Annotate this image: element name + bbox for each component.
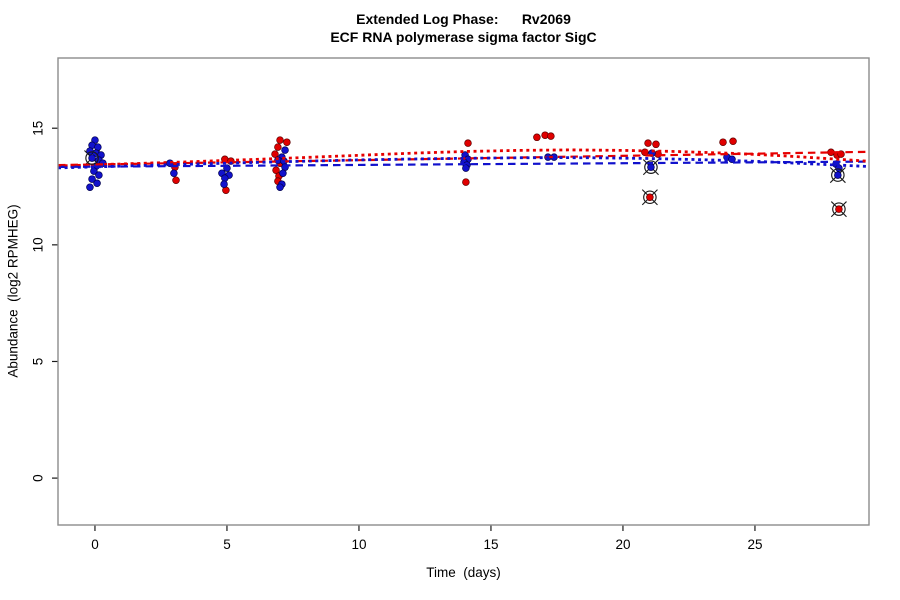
data-point (647, 163, 655, 171)
y-tick-label: 5 (31, 358, 46, 366)
data-point (464, 139, 472, 147)
data-point (274, 143, 282, 151)
y-tick-label: 0 (31, 474, 46, 482)
data-point (646, 193, 654, 202)
data-point (729, 137, 737, 146)
y-tick-label: 15 (31, 121, 46, 136)
plot-title: Extended Log Phase: Rv2069 (356, 11, 571, 27)
data-point (283, 138, 291, 146)
data-point (172, 176, 180, 184)
data-point (95, 171, 103, 179)
data-point (835, 205, 843, 213)
x-tick-label: 25 (747, 537, 762, 552)
data-point (170, 169, 178, 177)
data-point (276, 136, 284, 144)
plot-subtitle: ECF RNA polymerase sigma factor SigC (330, 29, 597, 45)
data-point (533, 133, 541, 142)
plot-box (57, 57, 870, 526)
data-point (462, 164, 470, 172)
data-point (834, 171, 842, 179)
data-point (281, 146, 289, 154)
x-tick-label: 0 (91, 537, 99, 552)
x-tick-label: 5 (223, 537, 231, 552)
data-point (276, 183, 284, 191)
outlier-ring (832, 202, 846, 216)
data-point (88, 175, 96, 183)
data-point (279, 169, 287, 177)
outlier-ring (831, 168, 845, 182)
x-tick-label: 20 (615, 537, 630, 552)
data-point (272, 166, 280, 174)
red-points (171, 131, 845, 213)
outlier-ring (85, 151, 99, 165)
data-point (271, 150, 279, 158)
outlier-rings (85, 151, 846, 216)
data-point (93, 179, 101, 188)
x-tick-label: 10 (351, 537, 366, 552)
data-point (221, 174, 229, 182)
blue-dashed-trend (57, 160, 870, 168)
data-point (652, 140, 660, 149)
data-point (220, 180, 228, 188)
outlier-ring (643, 190, 657, 205)
data-point (547, 132, 555, 140)
plot-header: Extended Log Phase: Rv2069 ECF RNA polym… (58, 10, 869, 46)
data-point (462, 178, 470, 186)
outlier-ring (644, 160, 658, 174)
data-point (644, 139, 652, 147)
y-tick-label: 10 (31, 237, 46, 252)
data-point (88, 154, 96, 162)
data-point (86, 183, 94, 191)
x-axis-label: Time (days) (426, 565, 501, 580)
x-tick-label: 15 (483, 537, 498, 552)
axes: 0 5 10 15 20 25 0 5 10 15 (31, 121, 763, 552)
data-point (719, 138, 727, 146)
